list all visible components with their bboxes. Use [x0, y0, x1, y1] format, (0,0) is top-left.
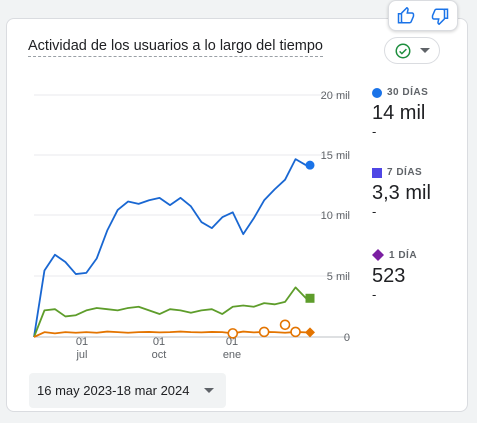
- date-range-button[interactable]: 16 may 2023-18 mar 2024: [29, 373, 226, 408]
- caret-down-icon: [204, 388, 214, 393]
- legend-square-marker: [372, 167, 382, 178]
- y-axis-ticks: 20 mil 15 mil 10 mil 5 mil 0: [321, 90, 350, 344]
- legend-circle-marker: [372, 87, 382, 98]
- legend-delta: -: [372, 124, 377, 139]
- x-tick-month: ene: [223, 349, 241, 361]
- legend-30-days: 30 DÍAS 14 mil -: [372, 87, 428, 139]
- x-tick-day: 01: [153, 336, 165, 348]
- x-tick-month: jul: [75, 349, 87, 361]
- y-tick-label: 15 mil: [321, 150, 350, 162]
- series-end-marker: [305, 160, 315, 170]
- x-tick-day: 01: [76, 336, 88, 348]
- thumb-down-icon[interactable]: [426, 2, 454, 30]
- annotation-marker[interactable]: [227, 328, 239, 339]
- status-dropdown-button[interactable]: [384, 37, 440, 64]
- series-line: [33, 158, 307, 338]
- thumb-up-icon[interactable]: [392, 2, 420, 30]
- y-tick-label: 0: [344, 332, 350, 344]
- y-tick-label: 20 mil: [321, 90, 350, 102]
- card-title[interactable]: Actividad de los usuarios a lo largo del…: [28, 38, 323, 57]
- annotation-marker[interactable]: [290, 326, 301, 338]
- legend-delta: -: [372, 204, 377, 219]
- check-circle-icon: [395, 43, 411, 58]
- caret-down-icon: [420, 47, 430, 53]
- series-line: [33, 286, 307, 338]
- x-tick-month: oct: [152, 349, 167, 361]
- legend-7-days: 7 DÍAS 3,3 mil -: [372, 167, 431, 219]
- x-tick-day: 01: [226, 336, 238, 348]
- legend-delta: -: [372, 287, 377, 302]
- legend-label: 7 DÍAS: [387, 167, 423, 178]
- chart-series: [33, 158, 307, 339]
- legend-label: 30 DÍAS: [387, 87, 429, 98]
- legend-diamond-marker: [372, 249, 384, 261]
- legend-1-day: 1 DÍA 523 -: [372, 249, 417, 302]
- legend-value: 523: [372, 265, 406, 287]
- annotation-marker[interactable]: [279, 319, 291, 331]
- annotation-marker[interactable]: [258, 326, 270, 338]
- legend-value: 3,3 mil: [372, 182, 431, 204]
- series-end-marker: [305, 293, 315, 303]
- y-tick-label: 10 mil: [321, 210, 350, 222]
- legend-value: 14 mil: [372, 102, 426, 124]
- legend-label: 1 DÍA: [389, 249, 418, 261]
- date-range-label: 16 may 2023-18 mar 2024: [37, 383, 190, 398]
- series-end-marker: [305, 327, 315, 338]
- chart-markers: [305, 160, 315, 338]
- feedback-toolbar: [388, 0, 458, 31]
- chart-grid: [34, 94, 350, 338]
- y-tick-label: 5 mil: [327, 271, 350, 283]
